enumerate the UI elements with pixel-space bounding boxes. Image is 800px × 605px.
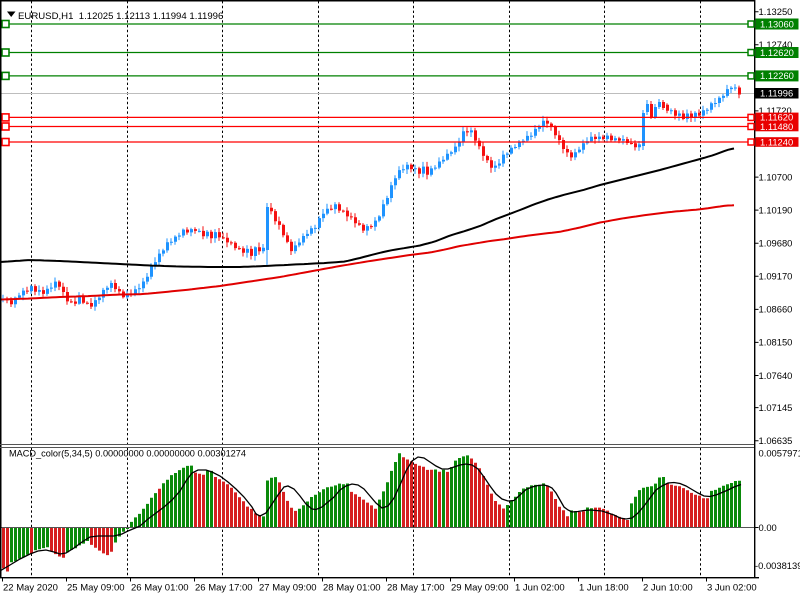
svg-text:1.12620: 1.12620: [760, 47, 794, 58]
svg-text:1.11480: 1.11480: [760, 121, 793, 132]
svg-text:2 Jun 10:00: 2 Jun 10:00: [643, 583, 693, 594]
svg-text:MACD_color(5,34,5) 0.00000000: MACD_color(5,34,5) 0.00000000 0.00000000…: [9, 448, 246, 458]
svg-text:0.0057971: 0.0057971: [759, 448, 800, 459]
svg-text:1.12260: 1.12260: [760, 70, 794, 81]
svg-text:1.08150: 1.08150: [759, 337, 793, 348]
svg-text:26 May 17:00: 26 May 17:00: [195, 583, 253, 594]
svg-text:1.07145: 1.07145: [759, 402, 793, 413]
svg-text:1.11240: 1.11240: [760, 136, 793, 147]
svg-text:1.08660: 1.08660: [759, 304, 793, 315]
svg-text:1.06635: 1.06635: [759, 435, 793, 446]
svg-text:22 May 2020: 22 May 2020: [3, 583, 58, 594]
svg-text:1.10190: 1.10190: [759, 204, 793, 215]
svg-text:27 May 09:00: 27 May 09:00: [259, 583, 317, 594]
svg-text:3 Jun 02:00: 3 Jun 02:00: [707, 583, 757, 594]
svg-text:1.09680: 1.09680: [759, 238, 793, 249]
svg-text:28 May 01:00: 28 May 01:00: [323, 583, 381, 594]
svg-text:1 Jun 18:00: 1 Jun 18:00: [579, 583, 629, 594]
svg-text:EURUSD,H1 1.12025 1.12113 1.1: EURUSD,H1 1.12025 1.12113 1.11994 1.1199…: [18, 11, 223, 22]
svg-text:1 Jun 02:00: 1 Jun 02:00: [515, 583, 565, 594]
svg-text:29 May 09:00: 29 May 09:00: [451, 583, 509, 594]
svg-text:1.09170: 1.09170: [759, 271, 793, 282]
svg-text:-0.0038139: -0.0038139: [755, 560, 800, 571]
svg-text:1.13250: 1.13250: [759, 6, 793, 17]
svg-text:28 May 17:00: 28 May 17:00: [387, 583, 445, 594]
svg-text:26 May 01:00: 26 May 01:00: [131, 583, 189, 594]
svg-text:1.13060: 1.13060: [760, 18, 794, 29]
svg-text:0.00: 0.00: [759, 522, 777, 533]
svg-text:1.07640: 1.07640: [759, 370, 793, 381]
svg-text:25 May 09:00: 25 May 09:00: [67, 583, 125, 594]
svg-text:1.11996: 1.11996: [760, 87, 793, 98]
svg-text:1.10700: 1.10700: [759, 171, 793, 182]
